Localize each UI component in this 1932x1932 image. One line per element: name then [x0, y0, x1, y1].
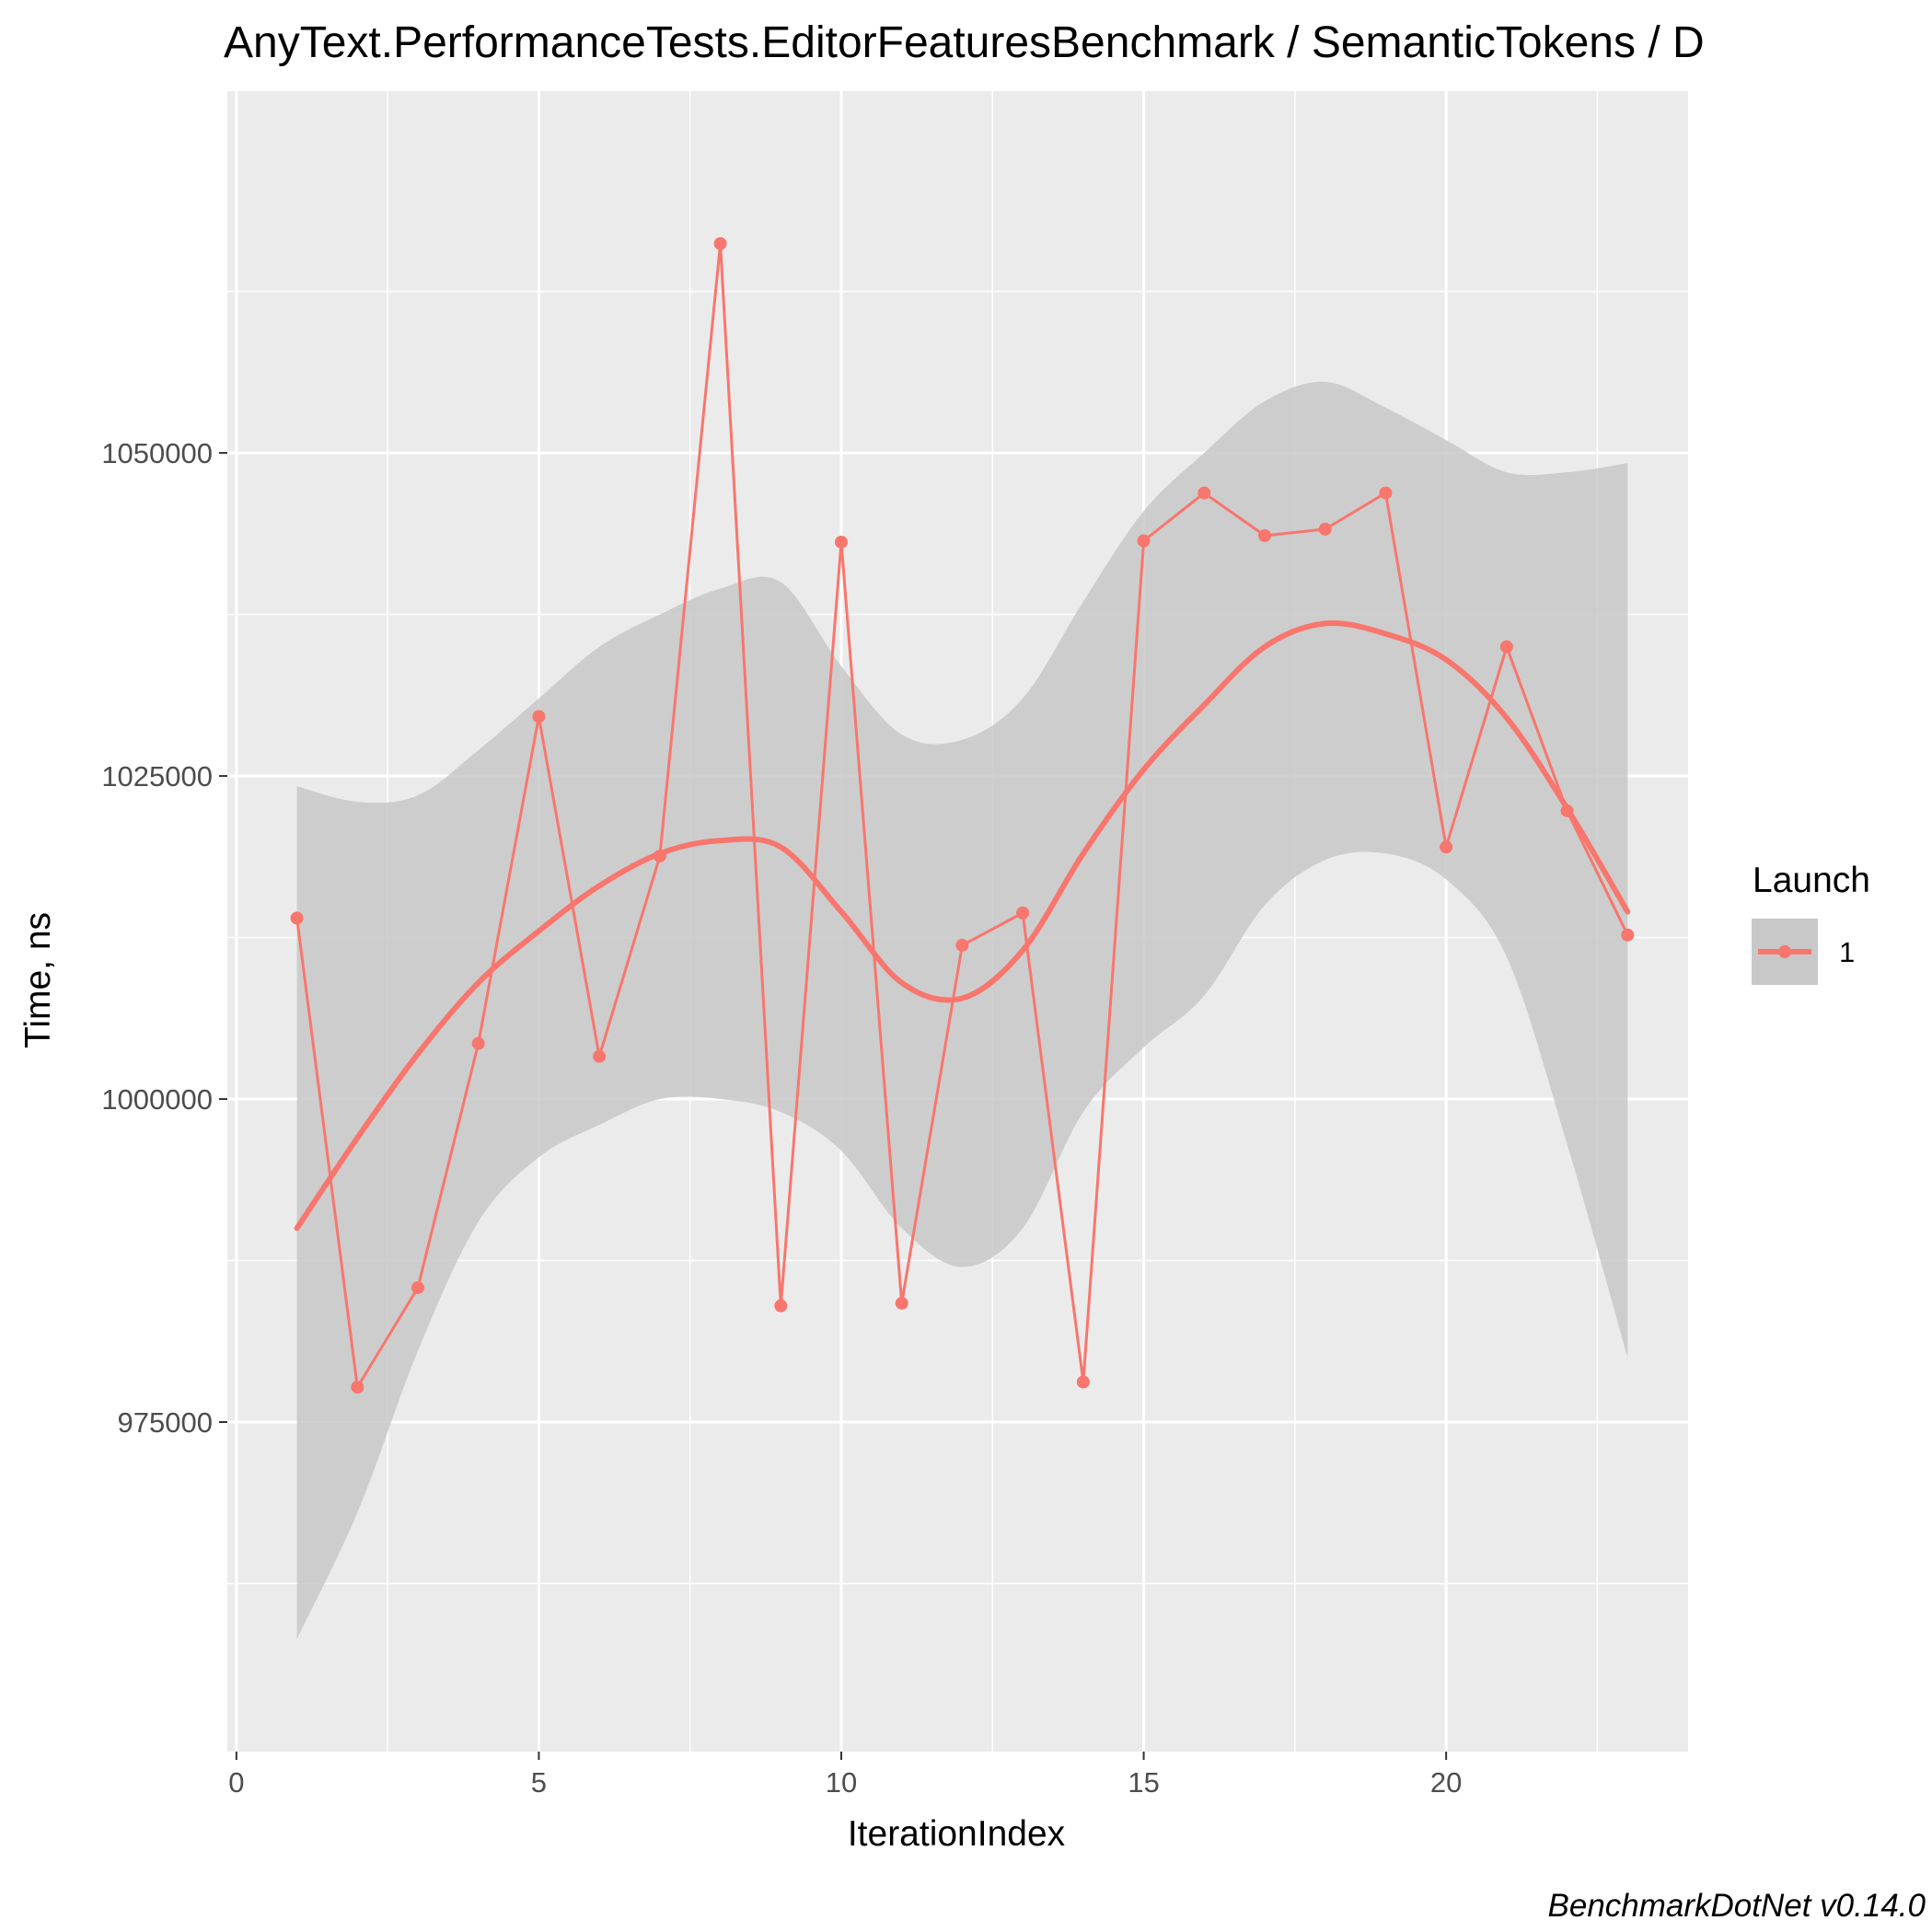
data-point: [593, 1049, 607, 1063]
y-axis-title: Time, ns: [18, 912, 58, 1048]
data-point: [835, 535, 848, 549]
data-point: [1440, 840, 1453, 854]
x-tick-label: 5: [531, 1766, 547, 1799]
data-point: [1197, 486, 1211, 500]
x-axis-title: IterationIndex: [848, 1814, 1066, 1854]
data-point: [411, 1281, 424, 1295]
legend-key-point: [1778, 945, 1791, 958]
data-point: [290, 911, 304, 925]
data-point: [713, 237, 727, 250]
data-point: [351, 1381, 364, 1394]
x-axis: 0 5 10 15 20: [228, 1752, 1462, 1799]
data-point: [1318, 522, 1332, 536]
legend-label-launch-1: 1: [1839, 936, 1855, 968]
data-point: [1258, 528, 1271, 542]
y-tick-label: 1025000: [101, 760, 213, 792]
x-tick-label: 0: [228, 1766, 244, 1799]
x-tick-label: 10: [826, 1766, 857, 1799]
data-point: [1076, 1375, 1090, 1389]
y-axis: 975000 1000000 1025000 1050000: [101, 437, 227, 1439]
y-tick-label: 975000: [118, 1406, 213, 1439]
data-point: [1621, 928, 1635, 942]
y-tick-label: 1050000: [101, 437, 213, 469]
x-tick-label: 15: [1128, 1766, 1159, 1799]
caption: BenchmarkDotNet v0.14.0: [1548, 1888, 1926, 1924]
data-point: [1499, 640, 1513, 654]
data-point: [895, 1296, 908, 1310]
data-point: [1379, 486, 1393, 500]
data-point: [532, 710, 546, 723]
x-tick-label: 20: [1430, 1766, 1462, 1799]
chart-title: AnyText.PerformanceTests.EditorFeaturesB…: [224, 18, 1705, 67]
y-tick-label: 1000000: [101, 1083, 213, 1116]
data-point: [1016, 906, 1030, 920]
data-point: [955, 938, 969, 952]
data-point: [471, 1036, 485, 1050]
data-point: [1137, 534, 1151, 548]
legend: Launch 1: [1752, 861, 1870, 985]
data-point: [774, 1299, 788, 1313]
smooth-trend-line: [294, 619, 1631, 1232]
legend-title: Launch: [1753, 861, 1870, 900]
confidence-ribbon: [296, 381, 1628, 1639]
